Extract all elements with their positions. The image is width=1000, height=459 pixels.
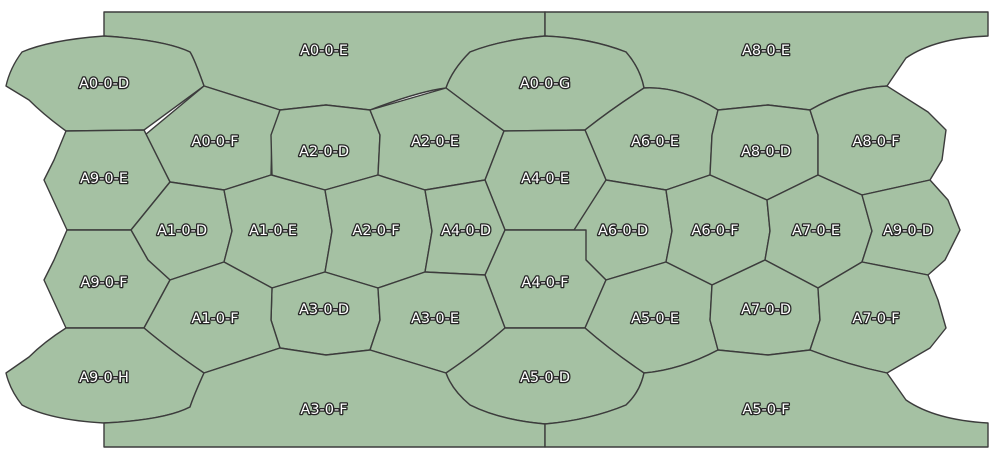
- cell-label: A5-0-D: [520, 370, 570, 386]
- cell-label: A7-0-F: [852, 311, 899, 327]
- cell-label: A4-0-F: [521, 275, 568, 291]
- cell-label: A0-0-D: [79, 76, 129, 92]
- cell-label: A2-0-D: [299, 144, 349, 160]
- cell-label: A5-0-E: [631, 311, 679, 327]
- cell-label: A8-0-E: [742, 43, 790, 59]
- cell-a9-0-d[interactable]: [861, 179, 961, 276]
- cell-label: A1-0-E: [249, 223, 297, 239]
- cell-label: A9-0-H: [79, 370, 129, 386]
- cell-label: A1-0-F: [191, 311, 238, 327]
- cell-label: A6-0-E: [631, 134, 679, 150]
- cell-label: A7-0-E: [792, 223, 840, 239]
- cell-a5-0-f[interactable]: [544, 349, 989, 448]
- cell-label: A2-0-E: [411, 134, 459, 150]
- cell-label: A7-0-D: [741, 302, 791, 318]
- cell-label: A0-0-G: [520, 76, 571, 92]
- cell-label: A3-0-E: [411, 311, 459, 327]
- cell-label: A0-0-F: [191, 134, 238, 150]
- cell-a0-0-d[interactable]: [5, 35, 205, 132]
- cell-label: A3-0-D: [299, 302, 349, 318]
- cell-label: A8-0-F: [852, 134, 899, 150]
- cell-label: A4-0-E: [521, 171, 569, 187]
- cell-label: A6-0-D: [598, 223, 648, 239]
- cell-labels: A0-0-E A8-0-E A0-0-D A0-0-G A0-0-F A2-0-…: [78, 42, 935, 420]
- cell-label: A9-0-E: [80, 171, 128, 187]
- cell-label: A2-0-F: [352, 223, 399, 239]
- cell-label: A1-0-D: [157, 223, 207, 239]
- cell-label: A3-0-F: [300, 402, 347, 418]
- cell-label: A0-0-E: [300, 43, 348, 59]
- cell-label: A5-0-F: [742, 402, 789, 418]
- cell-label: A8-0-D: [741, 144, 791, 160]
- cell-label: A9-0-D: [883, 223, 933, 239]
- cell-label: A4-0-D: [441, 223, 491, 239]
- cell-polygons: [5, 11, 989, 448]
- cell-label: A6-0-F: [691, 223, 738, 239]
- cell-label: A9-0-F: [80, 275, 127, 291]
